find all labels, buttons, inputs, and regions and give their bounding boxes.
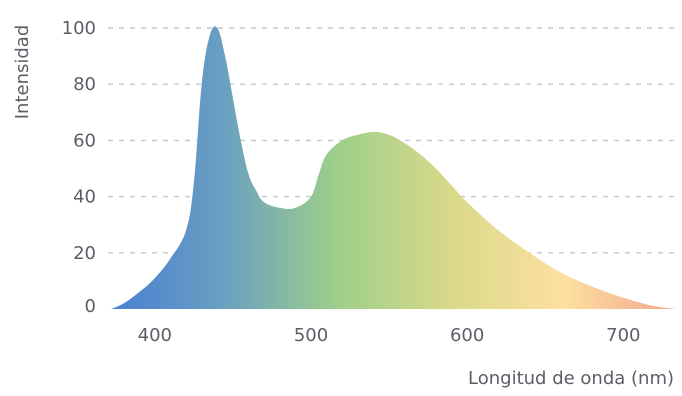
y-tick-label: 40	[73, 187, 96, 208]
y-tick-labels: 0 20 40 60 80 100	[62, 18, 96, 317]
x-tick-labels: 400 500 600 700	[138, 325, 641, 346]
grid-layer	[108, 27, 678, 254]
spectrum-area	[111, 26, 679, 309]
y-tick-label: 100	[62, 18, 96, 39]
x-tick-label: 600	[450, 325, 484, 346]
x-tick-label: 500	[294, 325, 328, 346]
x-tick-label: 700	[606, 325, 640, 346]
y-tick-label: 0	[85, 296, 96, 317]
y-tick-label: 20	[73, 243, 96, 264]
y-axis-label: Intensidad	[12, 25, 33, 120]
x-axis-label: Longitud de onda (nm)	[468, 368, 674, 389]
x-tick-label: 400	[138, 325, 172, 346]
area-layer	[111, 26, 679, 309]
y-tick-label: 60	[73, 130, 96, 151]
y-tick-label: 80	[73, 74, 96, 95]
